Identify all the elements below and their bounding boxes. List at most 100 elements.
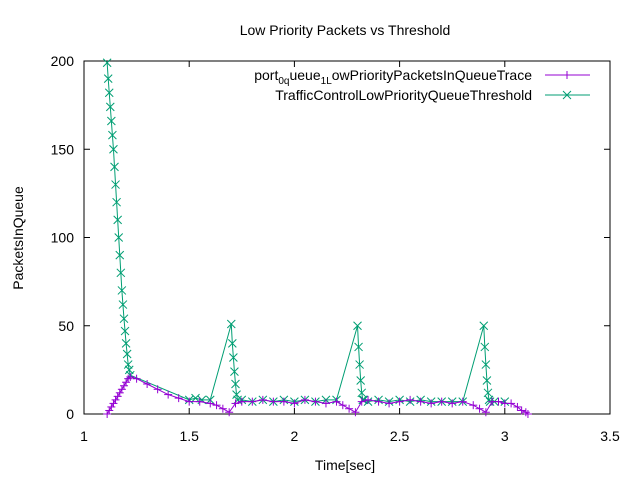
data-point xyxy=(479,321,489,331)
data-point xyxy=(395,397,404,406)
data-point xyxy=(231,399,240,408)
data-point xyxy=(356,376,366,385)
data-point xyxy=(332,397,341,406)
data-point xyxy=(237,397,246,406)
data-point xyxy=(229,353,238,362)
data-point xyxy=(107,402,116,411)
x-tick-label: 1.5 xyxy=(179,428,199,444)
data-point xyxy=(143,379,152,388)
data-point xyxy=(174,394,183,403)
x-tick-label: 1 xyxy=(80,428,88,444)
y-axis: 0 50 100 150 200 xyxy=(51,53,610,422)
data-point xyxy=(206,399,215,408)
data-point xyxy=(119,314,129,324)
y-tick-label: 0 xyxy=(66,406,74,422)
data-point xyxy=(105,102,115,112)
y-tick-label: 200 xyxy=(51,53,75,69)
chart-title: Low Priority Packets vs Threshold xyxy=(240,22,451,38)
series-1 xyxy=(102,58,510,406)
data-point xyxy=(357,397,366,406)
data-point xyxy=(126,372,135,381)
data-point xyxy=(374,397,383,406)
data-point xyxy=(114,233,124,242)
data-point xyxy=(153,385,162,394)
x-tick-label: 2.5 xyxy=(390,428,410,444)
data-point xyxy=(123,360,133,369)
data-point xyxy=(358,395,368,405)
data-point xyxy=(458,397,467,406)
data-point xyxy=(110,162,119,172)
x-tick-label: 3.5 xyxy=(600,428,620,444)
data-point xyxy=(109,144,118,154)
data-point xyxy=(164,390,173,399)
data-point xyxy=(338,401,347,410)
data-point xyxy=(118,300,128,309)
data-point xyxy=(113,215,123,225)
data-point xyxy=(437,397,446,406)
data-point xyxy=(517,406,526,415)
data-point xyxy=(105,406,114,415)
x-axis-label: Time[sec] xyxy=(315,457,375,473)
legend-marker xyxy=(563,71,571,79)
data-point xyxy=(111,395,120,404)
data-point xyxy=(103,410,112,418)
data-point xyxy=(117,286,127,295)
y-tick-label: 50 xyxy=(58,318,74,334)
data-point xyxy=(122,349,132,359)
data-point xyxy=(120,326,130,336)
data-point xyxy=(117,385,126,394)
data-point xyxy=(290,399,299,408)
data-point xyxy=(116,268,126,278)
data-point xyxy=(115,388,124,397)
data-point xyxy=(225,408,234,417)
data-point xyxy=(231,379,240,389)
series-0 xyxy=(103,372,532,418)
data-point xyxy=(227,339,237,348)
data-point xyxy=(124,374,133,383)
data-point xyxy=(109,399,118,408)
data-point xyxy=(469,401,478,410)
series-line xyxy=(106,62,505,403)
data-point xyxy=(113,392,122,401)
data-point xyxy=(481,360,491,369)
data-point xyxy=(185,397,194,406)
data-point xyxy=(279,397,288,406)
data-point xyxy=(521,408,530,417)
data-point xyxy=(132,374,141,383)
data-point xyxy=(106,116,116,126)
data-point xyxy=(104,88,114,98)
data-point xyxy=(483,388,493,398)
data-point xyxy=(357,388,367,398)
data-point xyxy=(321,399,330,408)
legend-marker xyxy=(562,90,572,100)
data-point xyxy=(482,376,492,385)
data-point xyxy=(218,404,227,413)
data-point xyxy=(119,381,128,390)
data-point xyxy=(121,339,131,348)
data-point xyxy=(258,395,267,404)
data-point xyxy=(494,397,503,406)
data-point xyxy=(523,410,532,418)
data-point xyxy=(416,397,425,406)
data-point xyxy=(481,408,490,417)
y-tick-label: 150 xyxy=(51,141,75,157)
data-point xyxy=(427,399,436,408)
data-point xyxy=(112,197,121,207)
data-point xyxy=(300,395,309,404)
legend: port0queue1LowPriorityPacketsInQueueTrac… xyxy=(254,67,590,103)
data-point xyxy=(191,393,200,403)
data-point xyxy=(311,397,320,406)
data-point xyxy=(513,402,522,411)
data-point xyxy=(269,397,278,406)
data-point xyxy=(475,404,484,413)
series-layer xyxy=(102,58,532,418)
y-tick-label: 100 xyxy=(51,230,75,246)
y-axis-label: PacketsInQueue xyxy=(10,186,26,290)
x-axis: 1 1.5 2 2.5 3 3.5 xyxy=(80,61,620,444)
data-point xyxy=(385,399,394,408)
data-point xyxy=(212,401,221,410)
legend-label: TrafficControlLowPriorityQueueThreshold xyxy=(275,87,532,103)
data-point xyxy=(448,399,457,408)
data-point xyxy=(115,250,125,260)
